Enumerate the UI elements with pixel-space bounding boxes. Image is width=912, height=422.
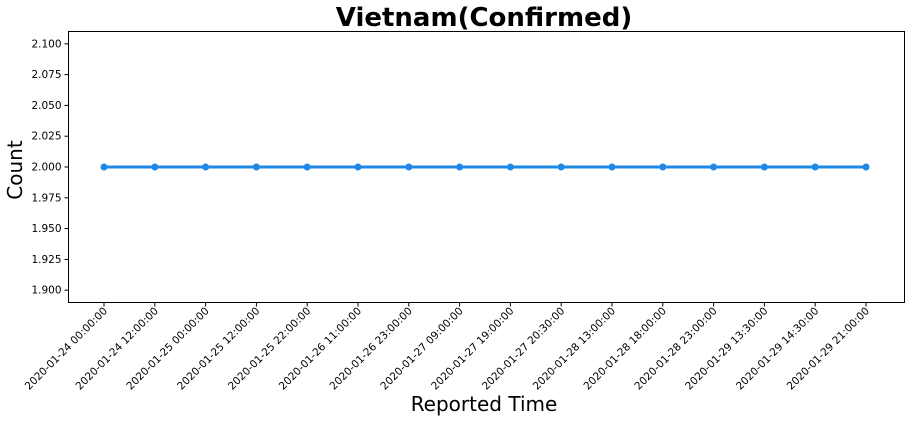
data-point	[506, 163, 514, 171]
chart-title: Vietnam(Confirmed)	[336, 3, 632, 33]
x-tick-label: 2020-01-28 23:00:00	[632, 305, 719, 392]
y-tick-label: 1.975	[31, 192, 61, 204]
x-axis-label: Reported Time	[411, 392, 558, 416]
data-point	[710, 163, 718, 171]
data-point	[405, 163, 413, 171]
x-tick-label: 2020-01-29 14:30:00	[734, 305, 821, 392]
x-tick-label: 2020-01-24 00:00:00	[23, 305, 110, 392]
x-tick-label: 2020-01-28 18:00:00	[582, 305, 669, 392]
y-axis: 1.900 1.925 1.950 1.975 2.000 2.025 2.050 2.075…	[31, 38, 69, 297]
x-tick-label: 2020-01-29 13:30:00	[683, 305, 770, 392]
plot-frame	[68, 31, 905, 303]
x-tick-label: 2020-01-26 11:00:00	[277, 305, 364, 392]
data-point	[354, 163, 362, 171]
x-tick-label: 2020-01-27 09:00:00	[378, 305, 465, 392]
y-tick-label: 2.050	[31, 100, 61, 112]
data-point	[303, 163, 311, 171]
x-tick-label: 2020-01-29 21:00:00	[785, 305, 872, 392]
y-tick-label: 2.025	[31, 131, 61, 143]
data-point	[608, 163, 616, 171]
data-point	[202, 163, 210, 171]
x-tick-label: 2020-01-28 13:00:00	[531, 305, 618, 392]
y-tick-label: 1.925	[31, 254, 61, 266]
y-tick-label: 1.950	[31, 223, 61, 235]
y-tick-label: 2.100	[31, 38, 61, 50]
x-tick-label: 2020-01-25 22:00:00	[226, 305, 313, 392]
data-point	[252, 163, 260, 171]
data-point	[760, 163, 768, 171]
y-tick-label: 2.075	[31, 69, 61, 81]
x-tick-label: 2020-01-25 00:00:00	[124, 305, 211, 392]
data-point	[557, 163, 565, 171]
x-tick-label: 2020-01-27 19:00:00	[429, 305, 516, 392]
y-axis-label: Count	[3, 140, 27, 200]
data-point	[862, 163, 870, 171]
data-point	[151, 163, 159, 171]
x-tick-label: 2020-01-24 12:00:00	[74, 305, 161, 392]
data-point	[659, 163, 667, 171]
y-tick-label: 1.900	[31, 285, 61, 297]
x-tick-label: 2020-01-25 12:00:00	[175, 305, 262, 392]
x-tick-label: 2020-01-27 20:30:00	[480, 305, 567, 392]
x-tick-label: 2020-01-26 23:00:00	[328, 305, 415, 392]
data-point	[811, 163, 819, 171]
y-tick-label: 2.000	[31, 162, 61, 174]
data-point	[456, 163, 464, 171]
data-point	[100, 163, 108, 171]
plot-area	[100, 163, 870, 171]
